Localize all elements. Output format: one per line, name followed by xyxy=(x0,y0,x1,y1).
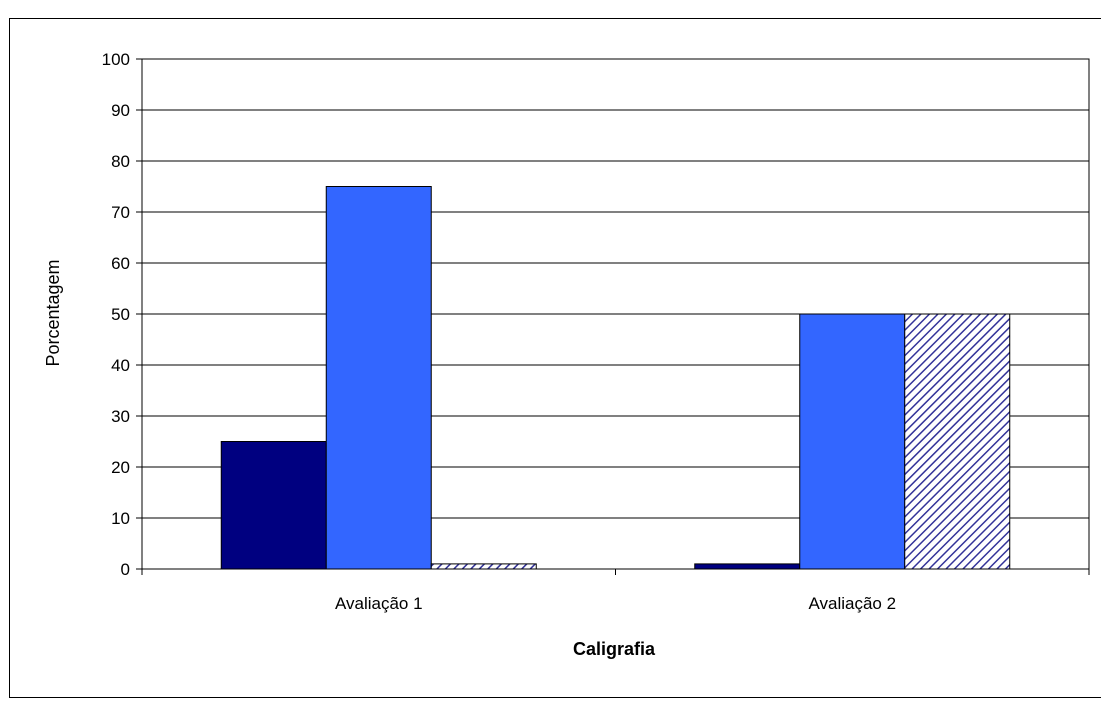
x-tick-label: Avaliação 2 xyxy=(808,594,896,613)
y-tick-label: 50 xyxy=(111,305,130,324)
y-axis-title: Porcentagem xyxy=(43,259,63,366)
y-tick-label: 20 xyxy=(111,458,130,477)
bar xyxy=(799,313,906,570)
y-tick-label: 0 xyxy=(121,560,130,579)
bar xyxy=(430,563,537,570)
bar xyxy=(904,313,1011,570)
y-tick-label: 10 xyxy=(111,509,130,528)
bar-chart: 0 10 20 30 40 50 60 70 80 90 100 Avaliação 1 Avaliaç… xyxy=(43,50,1090,659)
y-tick-label: 40 xyxy=(111,356,130,375)
x-tick-label: Avaliação 1 xyxy=(335,594,423,613)
y-tick-label: 70 xyxy=(111,203,130,222)
y-tick-label: 90 xyxy=(111,101,130,120)
bar xyxy=(694,563,801,570)
chart-frame: 0 10 20 30 40 50 60 70 80 90 100 Avaliação 1 Avaliaç… xyxy=(9,18,1101,698)
y-tick-label: 80 xyxy=(111,152,130,171)
y-tick-label: 60 xyxy=(111,254,130,273)
y-tick-label: 100 xyxy=(102,50,130,69)
bar xyxy=(325,186,432,570)
y-tick-label: 30 xyxy=(111,407,130,426)
x-axis-title: Caligrafia xyxy=(573,639,656,659)
bar xyxy=(220,441,327,570)
